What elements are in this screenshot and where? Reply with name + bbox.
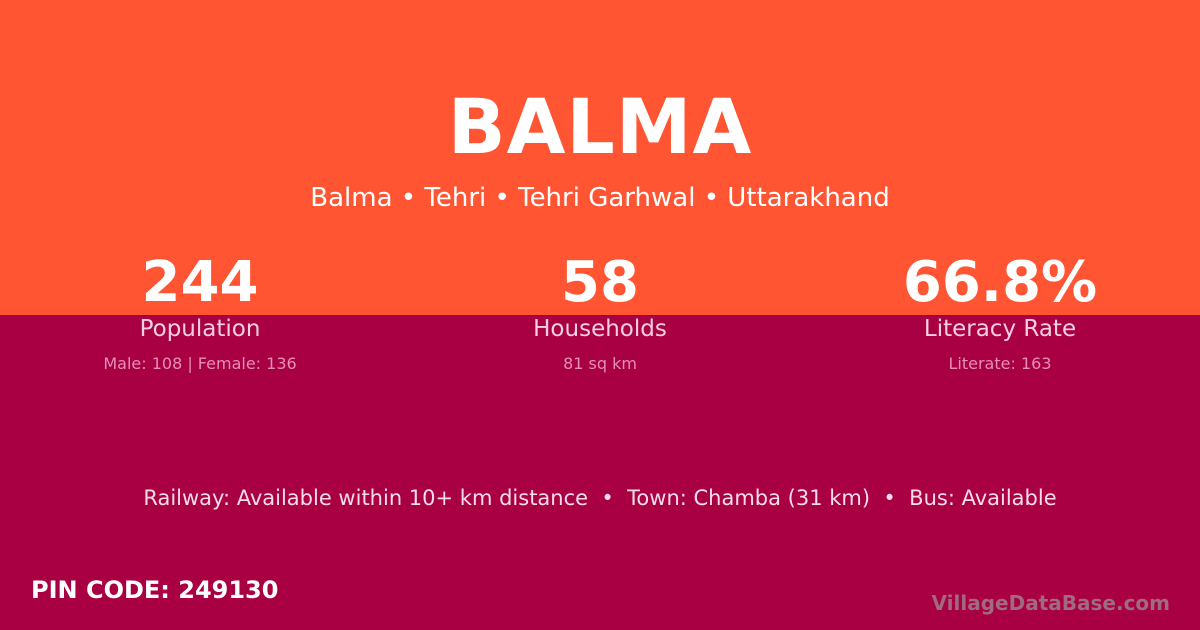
brand-logo: VillageDataBase.com bbox=[931, 591, 1170, 615]
stat-sub: Male: 108 | Female: 136 bbox=[103, 354, 297, 373]
stat-value: 244 bbox=[141, 250, 259, 315]
stat-label: Population bbox=[139, 316, 261, 342]
stat-label: Households bbox=[533, 316, 667, 342]
pin-code: PIN CODE: 249130 bbox=[31, 576, 279, 604]
connectivity-info: Railway: Available within 10+ km distanc… bbox=[143, 486, 1057, 510]
stat-sub: 81 sq km bbox=[563, 354, 637, 373]
details-band bbox=[0, 315, 1200, 630]
stat-label: Literacy Rate bbox=[923, 316, 1077, 342]
breadcrumb: Balma • Tehri • Tehri Garhwal • Uttarakh… bbox=[310, 183, 890, 213]
stat-value: 66.8% bbox=[902, 250, 1098, 315]
stat-value: 58 bbox=[561, 250, 639, 315]
stat-sub: Literate: 163 bbox=[948, 354, 1052, 373]
header-band bbox=[0, 0, 1200, 315]
village-title: BALMA bbox=[447, 82, 753, 171]
